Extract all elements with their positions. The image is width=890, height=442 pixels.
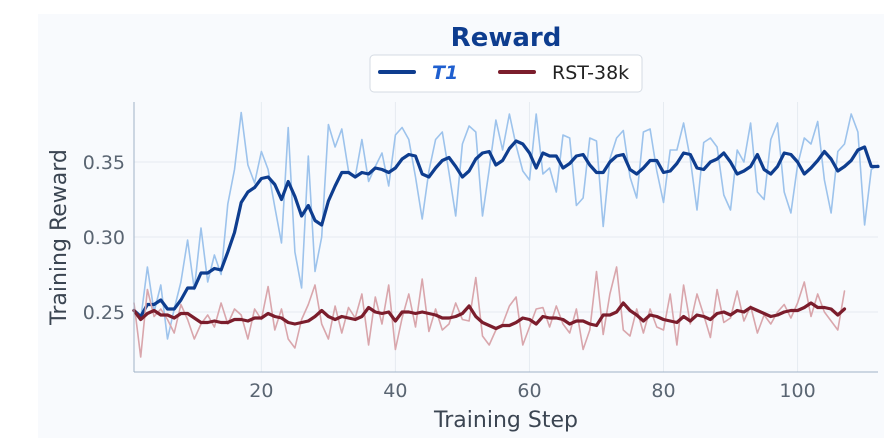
x-tick-label-0: 20 (249, 380, 273, 402)
x-tick-labels: 20 40 60 80 100 (249, 380, 815, 402)
y-tick-label-0: 0.25 (83, 302, 125, 324)
series-line-t1-smoothed (132, 139, 880, 319)
legend-label-rst: RST-38k (552, 62, 629, 84)
legend-label-t1: T1 (432, 62, 458, 84)
axes (133, 102, 878, 373)
x-tick-label-2: 60 (517, 380, 541, 402)
y-tick-labels: 0.25 0.30 0.35 (83, 152, 125, 324)
x-tick-label-4: 100 (779, 380, 815, 402)
x-tick-label-1: 40 (383, 380, 407, 402)
y-tick-label-2: 0.35 (83, 152, 125, 174)
plot-lines (132, 111, 880, 358)
chart-title: Reward (451, 23, 562, 53)
x-axis-label: Training Step (433, 408, 578, 433)
series-line-rst-38k-smoothed (132, 301, 847, 331)
x-tick-label-3: 80 (651, 380, 675, 402)
y-tick-label-1: 0.30 (83, 227, 125, 249)
legend: T1 RST-38k (369, 54, 643, 93)
y-axis-label: Training Reward (47, 149, 72, 326)
